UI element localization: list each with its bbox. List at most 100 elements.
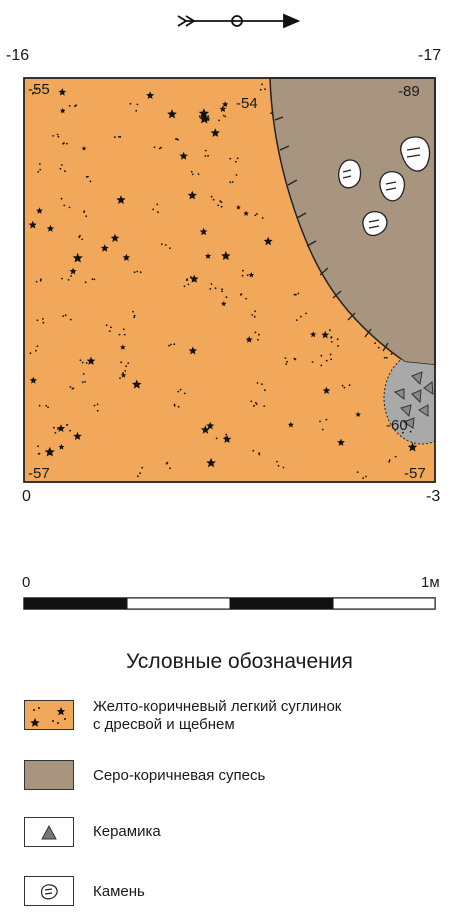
gravel-dot [295,319,298,321]
gravel-dot [224,115,227,118]
gravel-dot [212,198,215,201]
gravel-dot [123,333,126,336]
gravel-dot [42,318,44,320]
gravel-dot [119,136,122,138]
gravel-dot [325,418,328,421]
gravel-dot [336,338,339,341]
gravel-star [120,344,126,350]
gravel-dot [221,288,223,291]
gravel-dot [158,147,161,150]
gravel-dot [214,287,217,290]
gravel-dot [225,296,228,299]
gravel-dot [37,445,39,448]
stone-icon [400,136,431,172]
gravel-dot [52,135,55,137]
gravel-dot [68,105,71,107]
gravel-dot [81,381,84,384]
scale-segment [332,597,436,610]
ceramics-triangle-icon [400,404,412,418]
gravel-star [81,146,87,151]
gravel-dot [54,431,57,434]
gravel-dot [141,466,144,469]
gravel-dot [284,357,287,359]
gravel-star [73,431,82,440]
gravel-dot [207,154,210,157]
gravel-dot [219,200,222,203]
gravel-dot [256,213,258,215]
gravel-dot [67,279,70,281]
gravel-star [199,113,210,124]
gravel-dot [341,384,344,387]
gravel-dot [191,173,194,176]
gravel-dot [84,381,86,383]
gravel-star [243,210,249,216]
depth-mark-sw: -57 [28,465,50,482]
gravel-dot [137,475,139,478]
gravel-dot [204,149,207,152]
gravel-dot [39,279,42,282]
gravel-dot [234,160,237,163]
gravel-dot [200,114,203,117]
scale-segment [126,597,231,610]
north-arrow-icon [177,13,301,29]
gravel-dot [156,203,159,206]
gravel-dot [343,386,346,389]
boundary-hachures [274,116,389,352]
gravel-dot [64,170,66,173]
gravel-dot [169,467,172,470]
legend-label-ceramics: Керамика [93,823,161,840]
gravel-star [146,91,155,99]
gravel-star [287,421,294,428]
gravel-star [44,446,55,457]
gravel-dot [108,330,111,332]
depth-mark-n-mid: -54 [236,95,258,112]
gravel-dot [254,401,257,404]
gravel-dot [254,310,256,313]
gravel-dot [39,168,42,171]
gravel-dot [157,211,159,214]
gravel-dot [220,205,223,208]
gravel-star [236,204,241,210]
gravel-star [69,267,77,275]
gravel-dot [388,460,391,463]
gravel-dot [251,314,254,316]
gravel-dot [305,312,307,315]
gravel-dot [66,423,68,426]
gravel-dot [254,331,257,334]
gravel-star [210,128,220,137]
scale-label-start: 0 [22,574,31,591]
stones [338,136,431,237]
legend-label-loam: Желто-коричневый легкий суглинок с дресв… [93,698,341,734]
stone-icon [338,159,362,189]
gravel-dot [37,452,40,455]
gravel-dot [169,247,171,250]
gravel-dot [56,428,59,430]
ceramics-pit [383,351,435,445]
gravel-dot [258,333,260,336]
gravel-dot [217,204,220,207]
gravel-star [58,88,67,96]
gravel-star [322,386,331,394]
gravel-dot [66,142,68,145]
gravel-star [58,443,65,450]
gravel-dot [129,102,132,105]
gravel-dot [113,136,116,139]
gravel-dot [210,283,213,285]
gravel-star [200,425,210,434]
gravel-dot [47,406,49,409]
legend-label-loam-line2: с дресвой и щебнем [93,716,235,733]
gravel-dot [81,361,84,364]
gravel-dot [122,372,124,374]
scale-label-end: 1м [421,574,440,591]
gravel-dot [85,362,88,364]
gravel-dot [165,462,168,465]
gravel-dot [53,426,55,429]
ceramics-triangle-icon [411,371,423,386]
gravel-dot [124,369,127,372]
gravel-dot [70,275,72,277]
gravel-dot [63,142,65,145]
gravel-dot [63,204,66,207]
gravel-star [167,109,177,119]
gravel-dot [236,157,239,160]
gravel-dot [253,405,256,407]
